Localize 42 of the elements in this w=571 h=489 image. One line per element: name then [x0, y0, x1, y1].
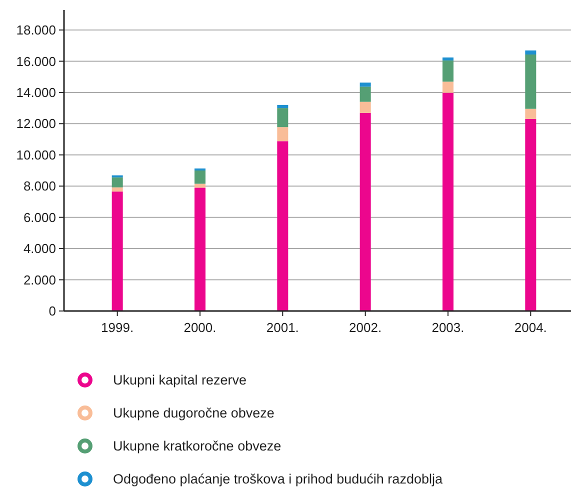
bar — [360, 102, 371, 113]
y-tick-label: 0 — [48, 304, 56, 319]
bar — [442, 57, 454, 60]
y-tick-label: 6.000 — [23, 210, 56, 225]
legend-label: Ukupni kapital rezerve — [113, 372, 247, 388]
bar — [525, 54, 536, 109]
y-tick-label: 12.000 — [16, 116, 56, 132]
x-tick-label: 2000. — [184, 320, 216, 335]
y-tick-label: 10.000 — [16, 147, 56, 162]
x-tick-label: 2003. — [432, 320, 464, 335]
bar — [112, 192, 123, 311]
x-tick-label: 1999. — [101, 320, 134, 335]
legend-label: Ukupne kratkoročne obveze — [113, 438, 282, 454]
legend-label: Odgođeno plaćanje troškova i prihod budućih razdoblja — [113, 472, 443, 487]
bar — [194, 188, 206, 311]
bar — [525, 118, 536, 311]
bar — [442, 60, 454, 82]
y-tick-label: 4.000 — [23, 241, 56, 256]
bar — [277, 127, 288, 142]
x-tick-label: 2001. — [266, 320, 299, 335]
bar — [194, 184, 206, 188]
bar — [442, 82, 454, 93]
bar — [525, 50, 536, 55]
bar — [525, 108, 536, 119]
y-tick-label: 16.000 — [16, 54, 56, 69]
bar — [360, 82, 371, 87]
bar — [277, 104, 288, 108]
bar — [112, 177, 123, 188]
bar — [194, 170, 206, 184]
y-tick-label: 2.000 — [23, 272, 56, 288]
y-tick-label: 8.000 — [23, 178, 56, 194]
bar — [360, 112, 371, 311]
y-tick-label: 18.000 — [16, 22, 56, 38]
bar — [360, 86, 371, 102]
bar — [442, 92, 454, 311]
y-tick-label: 14.000 — [16, 84, 56, 100]
x-tick-label: 2004. — [514, 320, 547, 335]
x-tick-label: 2002. — [349, 320, 382, 335]
bar — [112, 187, 123, 192]
bar — [277, 108, 288, 128]
legend-label: Ukupne dugoročne obveze — [113, 406, 274, 421]
bar — [277, 141, 288, 311]
